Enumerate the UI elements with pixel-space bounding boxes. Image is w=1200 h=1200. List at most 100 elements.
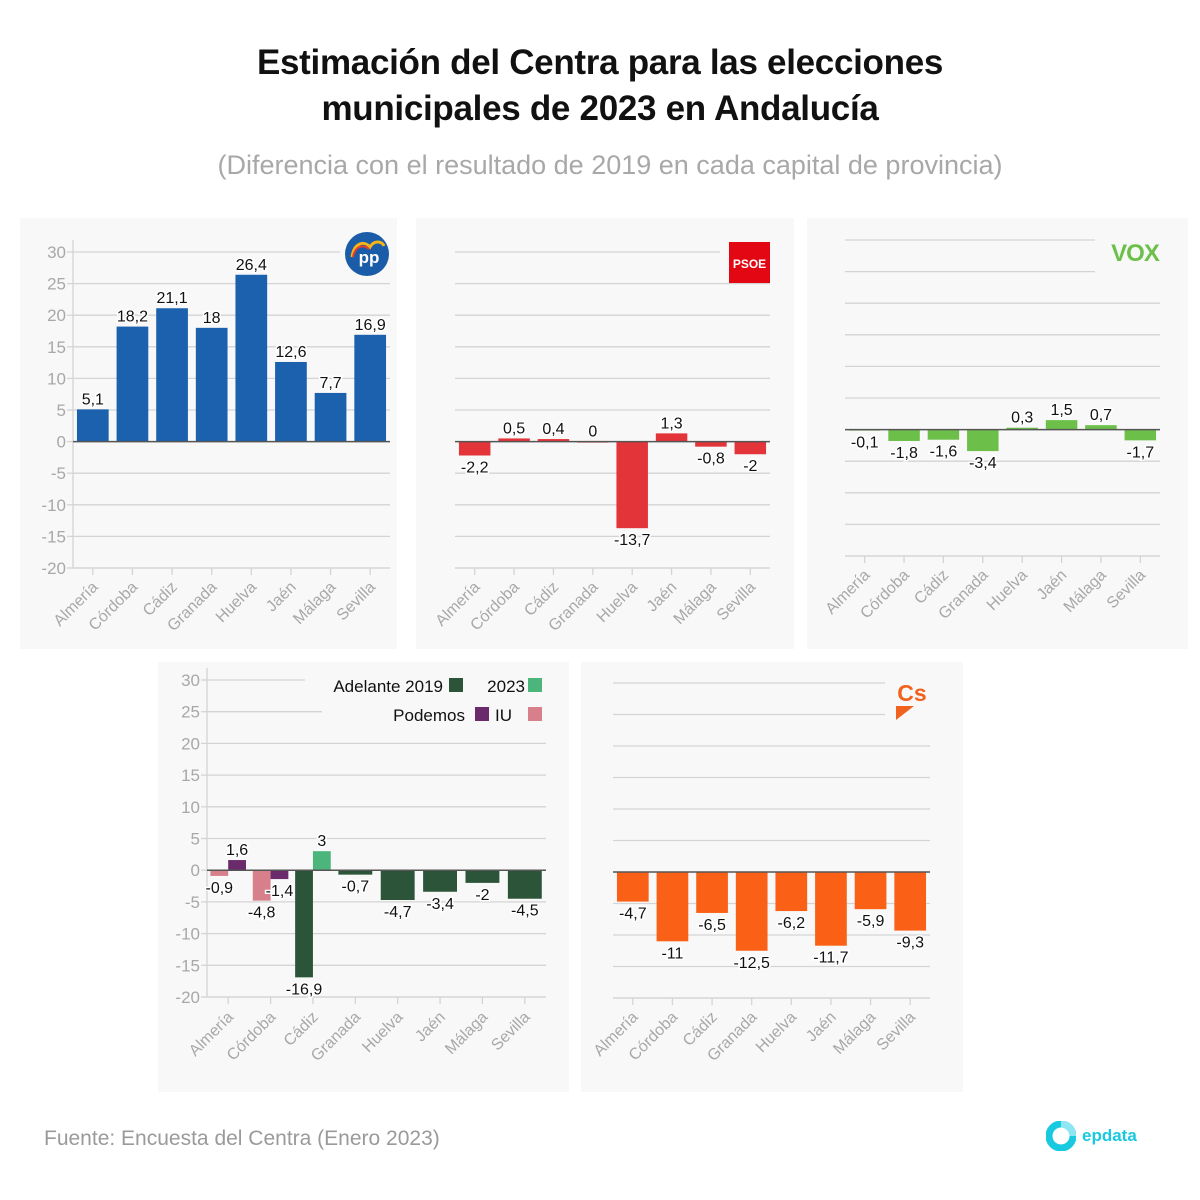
data-label: -11 [661, 945, 683, 962]
y-tick-label: 30 [181, 671, 200, 690]
y-tick-label: 25 [181, 703, 200, 722]
data-label: -5,9 [857, 913, 885, 930]
x-tick-label: Málaga [290, 579, 339, 628]
x-tick-label: Jaén [644, 579, 681, 616]
x-tick-label: Jaén [263, 579, 300, 616]
data-label: 0 [588, 424, 597, 441]
bar [888, 429, 920, 441]
data-label: -3,4 [426, 896, 454, 913]
data-label: 0,5 [503, 420, 525, 437]
bar [195, 327, 228, 442]
data-label: 5,1 [82, 391, 104, 408]
data-label: -1,6 [930, 444, 958, 461]
x-tick-label: Huelva [984, 567, 1031, 614]
data-label: 18,2 [117, 309, 148, 326]
svg-text:pp: pp [359, 248, 380, 267]
x-tick-label: Jaén [1034, 567, 1071, 604]
bar [116, 326, 149, 442]
bar [967, 429, 999, 452]
data-label: -16,9 [286, 981, 323, 998]
data-label: 0,3 [1011, 410, 1033, 427]
epdata-brand[interactable]: epdata [1046, 1120, 1137, 1152]
data-label: -1,4 [266, 883, 294, 900]
bar [270, 870, 289, 880]
bar [735, 872, 768, 951]
data-label: -2,2 [461, 460, 489, 477]
y-tick-label: 10 [181, 798, 200, 817]
y-tick-label: 10 [47, 369, 66, 388]
legend-label: Podemos [393, 706, 465, 725]
cs-logo-icon: Cs [897, 680, 926, 706]
bar [275, 361, 307, 442]
bar [695, 441, 727, 447]
data-label: -9,3 [896, 935, 924, 952]
cs-logo-triangle [896, 706, 914, 720]
chart-title: Estimación del Centra para las eleccione… [0, 40, 1200, 132]
x-tick-label: Sevilla [714, 579, 759, 624]
data-label: 21,1 [156, 290, 187, 307]
data-label: 0,4 [542, 421, 564, 438]
chart-subtitle: (Diferencia con el resultado de 2019 en … [217, 150, 1003, 180]
bar [210, 870, 229, 876]
y-tick-label: 15 [47, 338, 66, 357]
data-label: 0,7 [1090, 407, 1112, 424]
x-tick-label: Málaga [830, 1009, 879, 1058]
data-label: -12,5 [733, 955, 770, 972]
y-tick-label: -10 [41, 496, 66, 515]
legend-label: 2023 [487, 677, 525, 696]
bar [314, 392, 347, 442]
x-tick-label: Huelva [594, 579, 641, 626]
x-tick-label: Sevilla [874, 1009, 919, 1054]
x-tick-label: Jaén [803, 1009, 840, 1046]
y-tick-label: 20 [181, 734, 200, 753]
x-tick-label: Huelva [753, 1009, 800, 1056]
data-label: -4,7 [619, 906, 647, 923]
y-tick-label: 15 [181, 766, 200, 785]
data-label: 26,4 [236, 257, 267, 274]
bar [295, 870, 313, 978]
x-tick-label: Sevilla [334, 579, 379, 624]
x-tick-label: Málaga [671, 579, 720, 628]
bar [696, 872, 728, 913]
panel-psoe [416, 218, 794, 649]
data-label: 1,3 [660, 415, 682, 432]
bar [1045, 420, 1078, 430]
psoe-logo-icon [729, 242, 770, 283]
data-label: -2 [475, 887, 489, 904]
y-tick-label: -10 [175, 925, 200, 944]
y-tick-label: 5 [57, 401, 66, 420]
bar [616, 872, 649, 902]
data-label: 18 [203, 310, 221, 327]
bar [854, 872, 887, 910]
bar [465, 870, 500, 883]
y-tick-label: 20 [47, 306, 66, 325]
legend-swatch [528, 678, 542, 692]
data-label: 3 [317, 833, 326, 850]
x-tick-label: Málaga [1061, 567, 1110, 616]
bar [235, 274, 268, 442]
data-label: -0,7 [342, 879, 370, 896]
bar [1124, 429, 1157, 441]
y-tick-label: 25 [47, 275, 66, 294]
data-label: -4,5 [511, 903, 539, 920]
bar [228, 860, 246, 871]
data-label: 12,6 [275, 344, 306, 361]
data-label: 7,7 [319, 375, 341, 392]
data-label: -4,8 [248, 905, 276, 922]
bar [894, 872, 927, 931]
pp-logo-icon: pp [345, 232, 389, 276]
data-label: -11,7 [813, 950, 848, 967]
x-tick-label: Málaga [442, 1009, 491, 1058]
data-label: -0,1 [851, 435, 879, 452]
title-line-2: municipales de 2023 en Andalucía [321, 89, 879, 128]
x-tick-label: Sevilla [488, 1009, 533, 1054]
x-tick-label: Huelva [213, 579, 260, 626]
bar [507, 870, 542, 899]
legend-swatch [528, 707, 542, 721]
bar [498, 438, 530, 442]
panel-izquierda [158, 662, 569, 1092]
bar [354, 334, 387, 442]
bar [775, 872, 808, 912]
y-tick-label: -15 [175, 956, 200, 975]
